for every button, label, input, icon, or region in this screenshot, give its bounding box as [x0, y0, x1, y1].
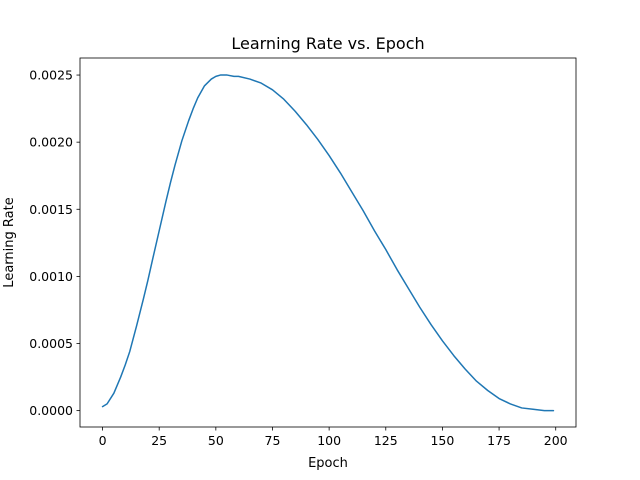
x-tick-label: 50	[208, 433, 224, 448]
x-tick-label: 25	[151, 433, 167, 448]
series-line-1	[101, 74, 555, 412]
y-tick-label: 0.0025	[29, 68, 73, 83]
x-tick-label: 0	[99, 433, 107, 448]
y-tick-label: 0.0020	[29, 135, 73, 150]
x-axis-label: Epoch	[308, 456, 348, 471]
y-tick-label: 0.0015	[29, 202, 73, 217]
x-tick-label: 200	[544, 433, 568, 448]
axes-frame	[79, 57, 577, 428]
x-tick-label: 100	[317, 433, 341, 448]
x-tick-label: 150	[430, 433, 454, 448]
y-axis-label: Learning Rate	[2, 197, 17, 287]
x-tick-label: 125	[374, 433, 398, 448]
x-axis-ticks: 0 25 50 75 100 125 150 175 200	[99, 427, 568, 448]
x-tick-label: 75	[265, 433, 281, 448]
series-layer	[101, 74, 555, 412]
y-axis-ticks: 0.0000 0.0005 0.0010 0.0015 0.0020 0.0025	[29, 68, 80, 418]
y-tick-label: 0.0010	[29, 269, 73, 284]
y-tick-label: 0.0005	[29, 336, 73, 351]
y-tick-label: 0.0000	[29, 403, 73, 418]
chart-title: Learning Rate vs. Epoch	[231, 34, 424, 53]
plot-area	[80, 58, 576, 427]
x-tick-label: 175	[487, 433, 511, 448]
